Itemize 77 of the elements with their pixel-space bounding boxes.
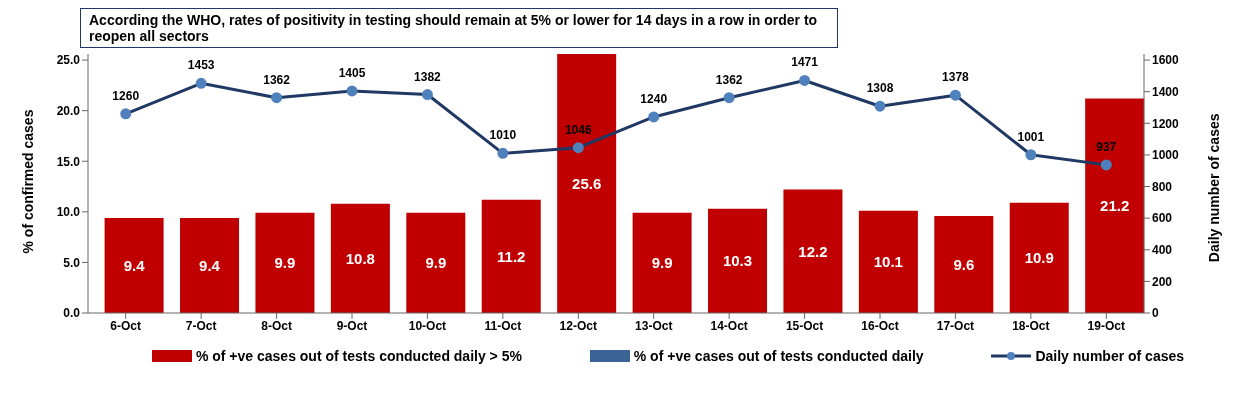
bar — [632, 212, 692, 313]
y-axis-title: % of confirmed cases — [19, 109, 36, 254]
data-label: 9.4 — [123, 256, 146, 274]
data-label: 1001 — [1017, 129, 1045, 144]
y2-tick-label: 800 — [1152, 179, 1173, 194]
x-tick-label: 19-Oct — [1087, 318, 1125, 333]
data-label: 10.9 — [1024, 249, 1054, 267]
data-label: 1471 — [791, 55, 819, 70]
y2-tick-label: 200 — [1152, 274, 1173, 289]
data-label: 25.6 — [572, 174, 602, 192]
bar — [783, 189, 843, 313]
data-label: 1362 — [263, 72, 291, 87]
chart-title: According the WHO, rates of positivity in testing should remain at 5% or lower for 14 days in a row in order to reopen all sectors — [80, 8, 838, 48]
data-label: 1240 — [640, 91, 668, 106]
bar — [481, 199, 541, 313]
data-label: 1362 — [715, 72, 743, 87]
x-tick-label: 12-Oct — [559, 318, 597, 333]
data-label: 1260 — [112, 88, 140, 103]
bar — [1085, 98, 1145, 313]
y-tick-label: 15.0 — [56, 154, 81, 169]
data-label: 1378 — [942, 70, 970, 85]
bar — [708, 208, 768, 313]
data-label: 10.1 — [873, 253, 903, 271]
data-label: 9.9 — [274, 254, 296, 272]
data-label: 1010 — [489, 128, 517, 143]
x-tick-label: 15-Oct — [785, 318, 824, 333]
data-label: 9.9 — [425, 254, 447, 272]
data-label: 11.2 — [497, 247, 526, 265]
bar — [180, 217, 240, 313]
y-tick-label: 0.0 — [63, 306, 81, 321]
data-label: 10.8 — [345, 249, 375, 267]
y2-tick-label: 1600 — [1152, 53, 1180, 68]
y2-tick-label: 1400 — [1152, 84, 1180, 99]
bar — [858, 210, 918, 313]
y2-tick-label: 1000 — [1152, 148, 1180, 163]
x-tick-label: 14-Oct — [710, 318, 748, 333]
data-label: 9.4 — [199, 256, 221, 274]
x-tick-label: 6-Oct — [110, 318, 142, 333]
x-tick-label: 18-Oct — [1012, 318, 1050, 333]
y2-tick-label: 600 — [1152, 211, 1173, 226]
legend-label: % of +ve cases out of tests conducted daily — [633, 348, 924, 364]
data-label: 9.9 — [651, 254, 673, 272]
y2-tick-label: 0 — [1152, 306, 1159, 321]
data-label: 9.6 — [953, 255, 975, 273]
bar — [1009, 202, 1069, 313]
legend-label: Daily number of cases — [1035, 348, 1185, 364]
data-label: 10.3 — [722, 252, 753, 270]
y-tick-label: 10.0 — [56, 205, 81, 220]
y-tick-label: 5.0 — [63, 255, 81, 270]
bar — [557, 54, 617, 313]
data-label: 1382 — [414, 69, 442, 84]
y2-tick-label: 1200 — [1152, 116, 1180, 131]
data-label: 1308 — [866, 81, 894, 96]
data-label: 1046 — [564, 122, 592, 137]
y2-tick-label: 400 — [1152, 243, 1173, 258]
y-tick-label: 20.0 — [56, 103, 81, 118]
data-label: 1405 — [338, 65, 366, 80]
x-tick-label: 17-Oct — [936, 318, 975, 333]
bar — [104, 217, 164, 313]
bar — [255, 212, 315, 313]
data-label: 1453 — [187, 58, 215, 73]
legend-label: % of +ve cases out of tests conducted daily > 5% — [195, 348, 522, 364]
x-tick-label: 8-Oct — [261, 318, 292, 333]
x-tick-label: 16-Oct — [861, 318, 899, 333]
x-tick-label: 13-Oct — [635, 318, 673, 333]
x-tick-label: 11-Oct — [484, 318, 522, 333]
y-tick-label: 25.0 — [56, 53, 81, 68]
data-label: 12.2 — [798, 242, 828, 260]
data-label: 21.2 — [1100, 197, 1130, 215]
bar — [330, 203, 390, 313]
y2-axis-title: Daily number of cases — [1205, 113, 1222, 263]
x-tick-label: 9-Oct — [336, 318, 368, 333]
bar — [406, 212, 466, 313]
data-label: 937 — [1096, 139, 1117, 154]
x-tick-label: 7-Oct — [185, 318, 217, 333]
x-tick-label: 10-Oct — [408, 318, 447, 333]
bar — [934, 215, 994, 313]
